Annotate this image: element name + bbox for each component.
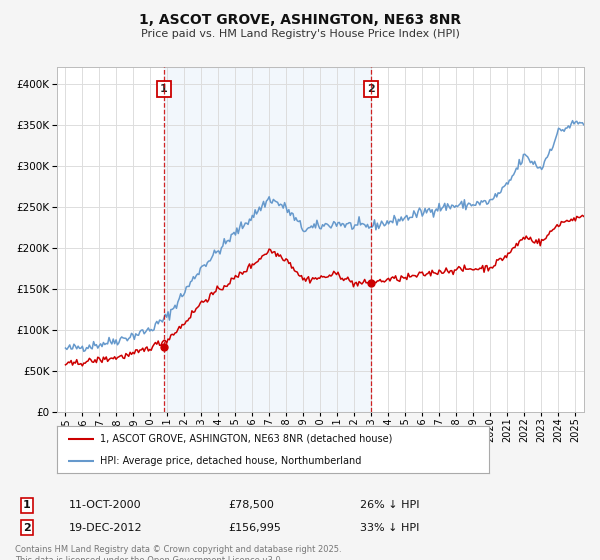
Text: 19-DEC-2012: 19-DEC-2012 xyxy=(69,522,143,533)
Text: HPI: Average price, detached house, Northumberland: HPI: Average price, detached house, Nort… xyxy=(100,456,362,466)
Text: 1, ASCOT GROVE, ASHINGTON, NE63 8NR (detached house): 1, ASCOT GROVE, ASHINGTON, NE63 8NR (det… xyxy=(100,434,392,444)
Text: Price paid vs. HM Land Registry's House Price Index (HPI): Price paid vs. HM Land Registry's House … xyxy=(140,29,460,39)
Text: Contains HM Land Registry data © Crown copyright and database right 2025.
This d: Contains HM Land Registry data © Crown c… xyxy=(15,545,341,560)
Text: £78,500: £78,500 xyxy=(228,500,274,510)
Text: 26% ↓ HPI: 26% ↓ HPI xyxy=(360,500,419,510)
Text: 1, ASCOT GROVE, ASHINGTON, NE63 8NR: 1, ASCOT GROVE, ASHINGTON, NE63 8NR xyxy=(139,13,461,27)
Text: 1: 1 xyxy=(160,85,168,94)
Text: 11-OCT-2000: 11-OCT-2000 xyxy=(69,500,142,510)
Bar xyxy=(164,67,371,412)
Text: 2: 2 xyxy=(367,85,375,94)
Text: 1: 1 xyxy=(23,500,31,510)
Text: 2: 2 xyxy=(23,522,31,533)
Text: £156,995: £156,995 xyxy=(228,522,281,533)
Text: 33% ↓ HPI: 33% ↓ HPI xyxy=(360,522,419,533)
